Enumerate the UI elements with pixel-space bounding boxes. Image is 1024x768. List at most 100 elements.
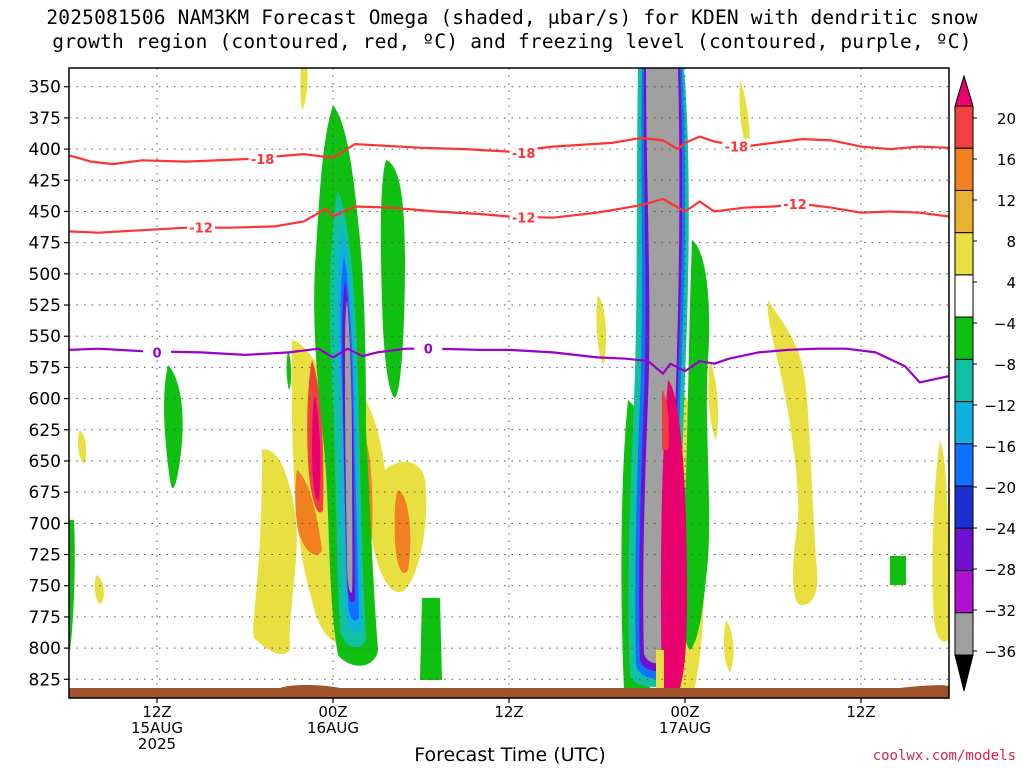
contour-label-bg — [187, 219, 215, 236]
contour-label-bg — [143, 344, 171, 361]
colorbar-label: −32 — [984, 602, 1016, 620]
source-credit: coolwx.com/models — [872, 748, 1016, 764]
chart-title-line-2: growth region (contoured, red, ºC) and f… — [52, 30, 972, 53]
colorbar-label: −8 — [994, 356, 1016, 374]
x-tick-label: 12Z — [142, 703, 171, 721]
contour-label: -12 — [189, 222, 213, 237]
x-tick-label: 2025 — [138, 735, 176, 753]
omega-blob — [681, 240, 710, 650]
colorbar-swatch — [954, 527, 974, 572]
contour-label: -12 — [512, 212, 536, 227]
y-tick-label: 400 — [29, 140, 61, 160]
x-tick-label: 15AUG — [131, 719, 183, 737]
omega-blob — [662, 390, 669, 450]
contour-label: -18 — [512, 147, 536, 162]
colorbar-label: −24 — [984, 520, 1016, 538]
contour-label: 0 — [152, 346, 161, 361]
y-axis: 350 375 400 425 450 475 500 525 550 575 600 625 650 6… — [29, 78, 69, 690]
contour-label-bg — [414, 340, 443, 357]
omega-blob — [286, 350, 292, 390]
colorbar-legend: 20 16 12 8 4 −4 −8 −12 −16 −20 −24 −28 −32 −36 — [954, 74, 1016, 692]
colorbar-swatch — [954, 443, 974, 487]
omega-blob — [394, 490, 411, 574]
colorbar-swatch — [954, 570, 974, 614]
omega-blob — [723, 620, 734, 672]
omega-blob — [890, 556, 906, 585]
y-tick-label: 575 — [29, 358, 61, 378]
contour-label-bg — [509, 144, 538, 161]
y-tick-label: 625 — [29, 421, 61, 441]
temperature-contours — [69, 135, 949, 384]
colorbar-label: −36 — [984, 643, 1016, 661]
omega-blob — [312, 395, 321, 501]
x-tick-label: 00Z — [318, 703, 347, 721]
colorbar-label: 20 — [997, 110, 1016, 128]
contour-label: 0 — [424, 343, 433, 358]
colorbar-swatch — [954, 485, 974, 529]
omega-blob — [596, 295, 606, 365]
contour-labels: -18 -18 -18 -12 -12 -12 0 0 — [143, 138, 809, 361]
contour-line--18 — [69, 135, 949, 166]
y-tick-label: 650 — [29, 452, 61, 472]
grid-lines — [69, 68, 949, 698]
contour-label-bg — [722, 138, 751, 155]
colorbar-label: −16 — [984, 438, 1016, 456]
colorbar-label: −12 — [984, 397, 1016, 415]
y-tick-label: 825 — [29, 670, 61, 690]
omega-blob — [94, 575, 104, 604]
omega-blob — [295, 470, 322, 555]
colorbar-swatch — [954, 358, 974, 403]
omega-blob — [164, 365, 183, 489]
contour-line--12 — [69, 197, 949, 234]
y-tick-label: 800 — [29, 639, 61, 659]
colorbar-label: 12 — [997, 192, 1016, 210]
y-tick-label: 425 — [29, 171, 61, 191]
omega-blob — [660, 380, 688, 688]
omega-blob — [380, 160, 405, 398]
colorbar-swatch — [954, 612, 974, 656]
colorbar-label: −28 — [984, 561, 1016, 579]
omega-blob — [420, 598, 442, 680]
colorbar-swatch — [954, 105, 974, 149]
colorbar-swatch — [954, 147, 974, 191]
y-tick-label: 675 — [29, 483, 61, 503]
x-axis-title: Forecast Time (UTC) — [414, 744, 606, 766]
omega-blob — [69, 520, 75, 650]
contour-label-bg — [248, 151, 277, 168]
colorbar-cap-top — [954, 74, 974, 107]
x-tick-label: 00Z — [670, 703, 699, 721]
y-tick-label: 775 — [29, 608, 61, 628]
omega-shaded-field — [69, 68, 949, 698]
y-tick-label: 600 — [29, 390, 61, 410]
colorbar-swatch — [954, 401, 974, 445]
y-tick-label: 700 — [29, 514, 61, 534]
colorbar-swatch — [954, 189, 974, 234]
omega-blob — [708, 360, 718, 440]
contour-label: -18 — [725, 141, 749, 156]
x-tick-label: 16AUG — [307, 719, 359, 737]
x-tick-label: 17AUG — [659, 719, 711, 737]
colorbar-label: 8 — [1006, 233, 1016, 251]
colorbar-swatch — [954, 316, 974, 360]
x-tick-label: 12Z — [494, 703, 523, 721]
colorbar-swatch — [954, 232, 974, 276]
colorbar-label: 16 — [997, 151, 1016, 169]
omega-blob — [253, 449, 297, 655]
y-tick-label: 350 — [29, 78, 61, 98]
omega-blob — [78, 430, 87, 464]
chart-title-line-1: 2025081506 NAM3KM Forecast Omega (shaded… — [46, 6, 978, 29]
y-tick-label: 750 — [29, 577, 61, 597]
colorbar-cap-bottom — [954, 654, 974, 692]
omega-blob — [300, 68, 308, 110]
y-tick-label: 725 — [29, 546, 61, 566]
contour-label: -12 — [783, 198, 807, 213]
y-tick-label: 375 — [29, 109, 61, 129]
colorbar-swatch — [954, 274, 974, 318]
contour-line-0 — [69, 347, 949, 384]
omega-blob — [739, 80, 750, 150]
colorbar-label: −4 — [994, 315, 1016, 333]
y-tick-label: 450 — [29, 202, 61, 222]
y-tick-label: 550 — [29, 327, 61, 347]
colorbar-label: −20 — [984, 479, 1016, 497]
